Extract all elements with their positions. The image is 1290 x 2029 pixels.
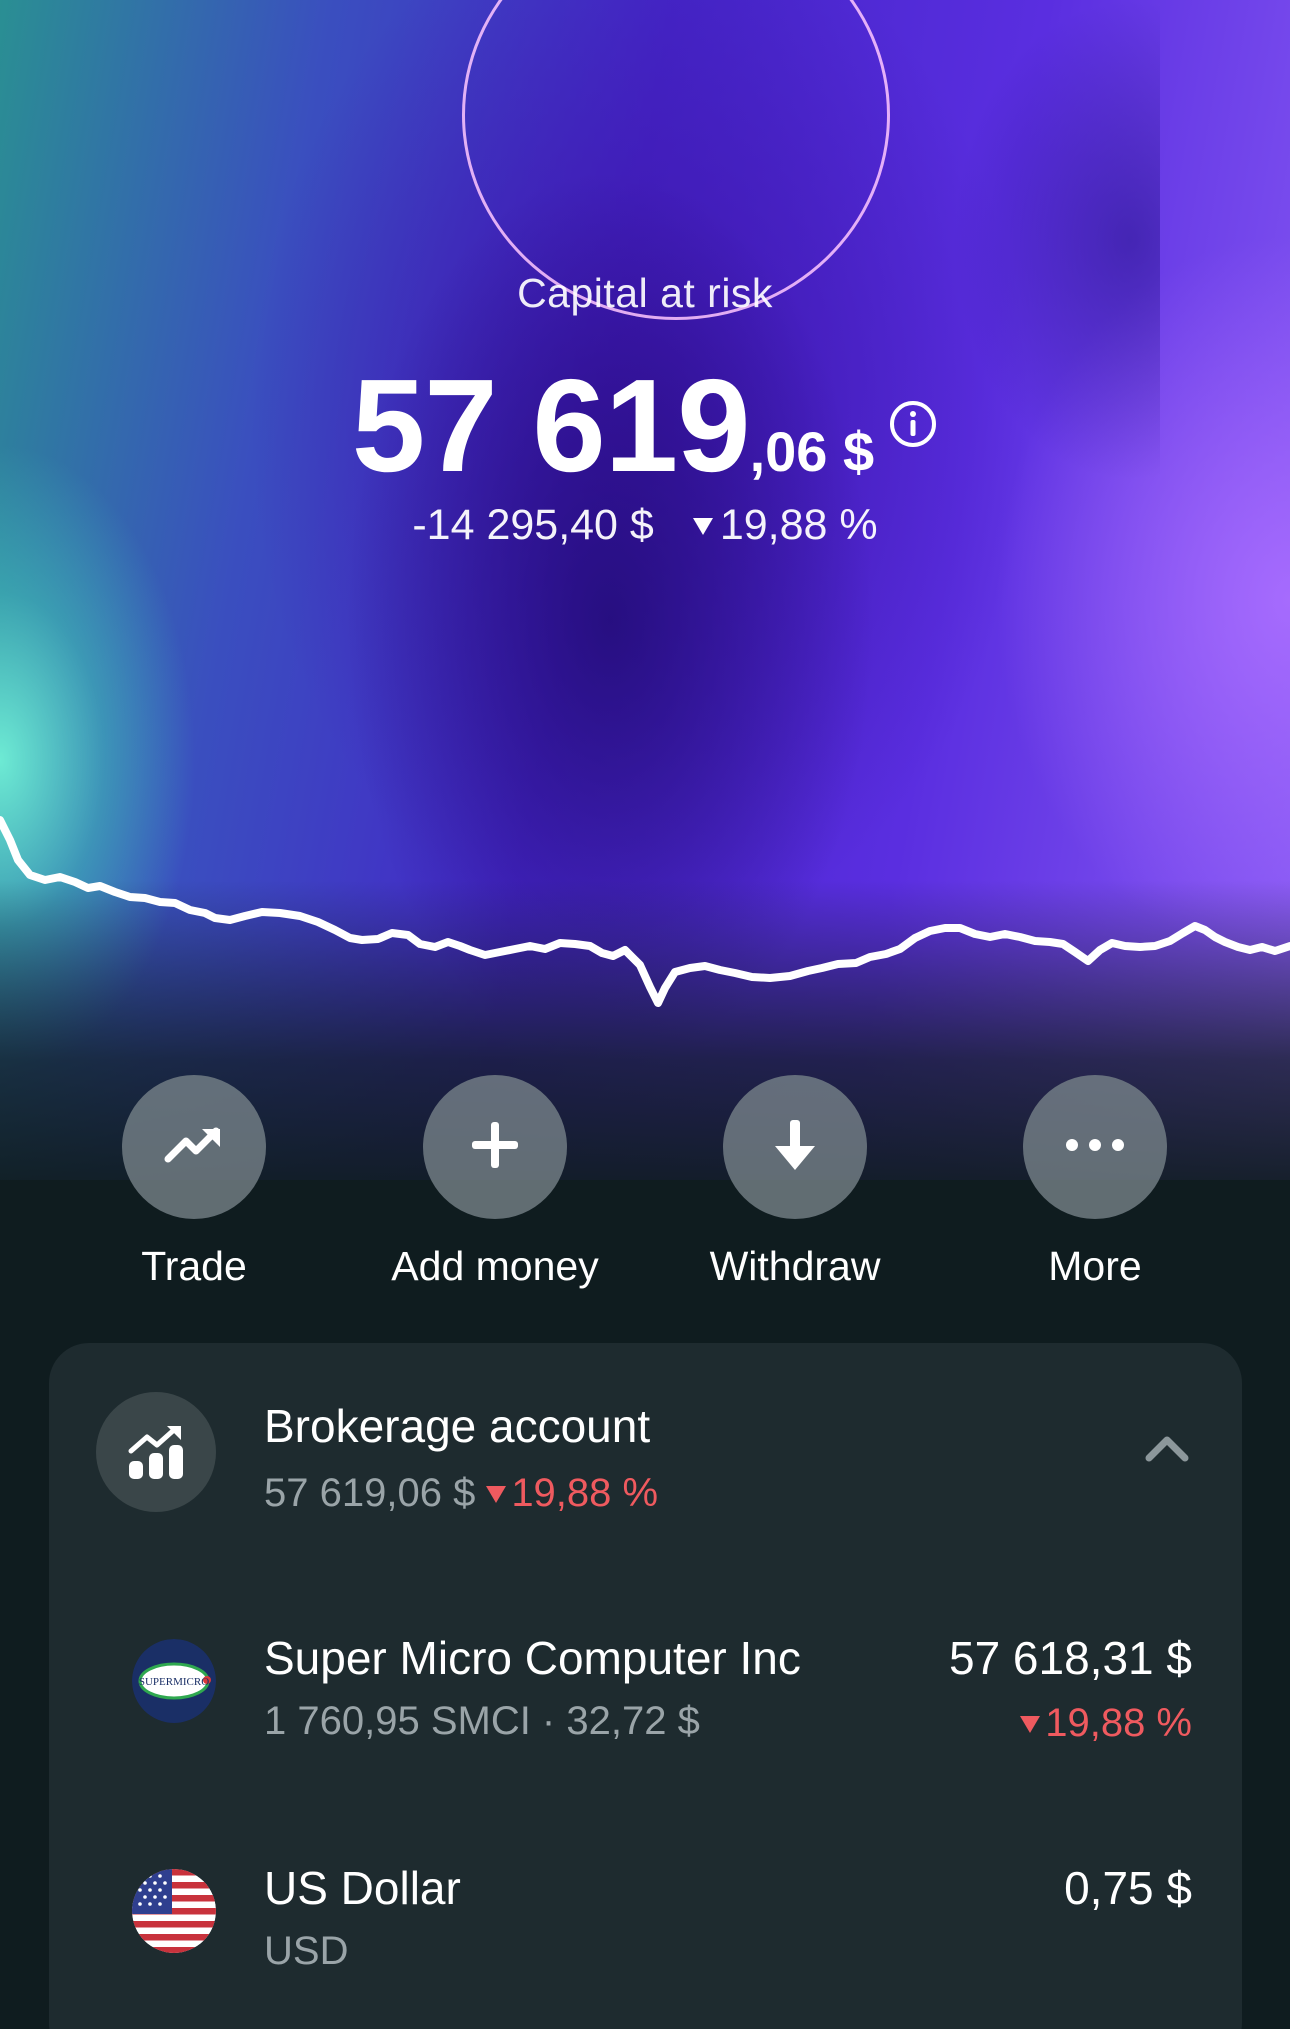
balance-decimal: ,06 $ — [749, 420, 875, 483]
more-button-circle[interactable] — [1023, 1075, 1167, 1219]
account-title[interactable]: Brokerage account — [264, 1400, 651, 1452]
trending-up-icon — [164, 1125, 224, 1170]
triangle-down-icon — [1019, 1699, 1041, 1733]
brokerage-account-card: Brokerage account 57 619,06 $ 19,88 % SUP… — [49, 1343, 1242, 2029]
account-change-percent: 19,88 % — [511, 1471, 659, 1515]
portfolio-chart-line[interactable] — [0, 800, 1290, 1040]
holding-detail: 1 760,95 SMCI · 32,72 $ — [264, 1699, 700, 1743]
quick-actions: Trade Add money Withdraw — [0, 1075, 1290, 1295]
supermicro-logo-text: SUPERMICRO — [139, 1676, 209, 1688]
trade-button[interactable]: Trade — [64, 1075, 324, 1290]
more-dots-icon — [1065, 1138, 1125, 1157]
holding-row-smci[interactable]: SUPERMICRO Super Micro Computer Inc 1 76… — [49, 1631, 1242, 1771]
change-amount: -14 295,40 $ — [412, 501, 654, 549]
triangle-down-icon — [692, 498, 714, 535]
account-value: 57 619,06 $ — [264, 1471, 476, 1515]
supermicro-logo: SUPERMICRO — [132, 1639, 216, 1723]
capital-at-risk-label: Capital at risk — [517, 270, 773, 316]
holding-detail: USD — [264, 1929, 349, 1973]
arrow-down-icon — [773, 1118, 817, 1177]
holding-change-percent: 19,88 % — [1045, 1701, 1192, 1745]
add-money-button-circle[interactable] — [423, 1075, 567, 1219]
info-icon[interactable] — [888, 399, 938, 449]
withdraw-button[interactable]: Withdraw — [665, 1075, 925, 1290]
plus-icon — [470, 1120, 520, 1175]
holding-name: Super Micro Computer Inc — [264, 1632, 801, 1684]
account-summary: 57 619,06 $ 19,88 % — [264, 1469, 658, 1516]
balance-change: -14 295,40 $ 19,88 % — [0, 498, 1290, 550]
trade-label: Trade — [141, 1243, 247, 1289]
more-button[interactable]: More — [965, 1075, 1225, 1290]
holding-name: US Dollar — [264, 1862, 461, 1914]
holding-value: 0,75 $ — [1064, 1862, 1192, 1914]
holding-change: 19,88 % — [1009, 1699, 1192, 1746]
change-percent: 19,88 % — [719, 501, 878, 549]
trade-button-circle[interactable] — [122, 1075, 266, 1219]
holding-value: 57 618,31 $ — [948, 1632, 1192, 1684]
withdraw-button-circle[interactable] — [723, 1075, 867, 1219]
more-label: More — [1048, 1243, 1142, 1289]
add-money-label: Add money — [391, 1243, 599, 1289]
us-flag-icon — [132, 1869, 216, 1953]
add-money-button[interactable]: Add money — [365, 1075, 625, 1290]
balance-summary: Capital at risk 57 619,06 $ -14 295,40 $… — [0, 270, 1290, 549]
balance-integer: 57 619 — [351, 352, 751, 499]
total-balance: 57 619,06 $ — [0, 350, 1290, 501]
holding-row-usd[interactable]: US Dollar USD 0,75 $ — [49, 1861, 1242, 2001]
triangle-down-icon — [485, 1469, 507, 1503]
bar-chart-growth-icon — [96, 1392, 216, 1512]
withdraw-label: Withdraw — [709, 1243, 881, 1289]
chevron-up-icon[interactable] — [1144, 1433, 1190, 1463]
